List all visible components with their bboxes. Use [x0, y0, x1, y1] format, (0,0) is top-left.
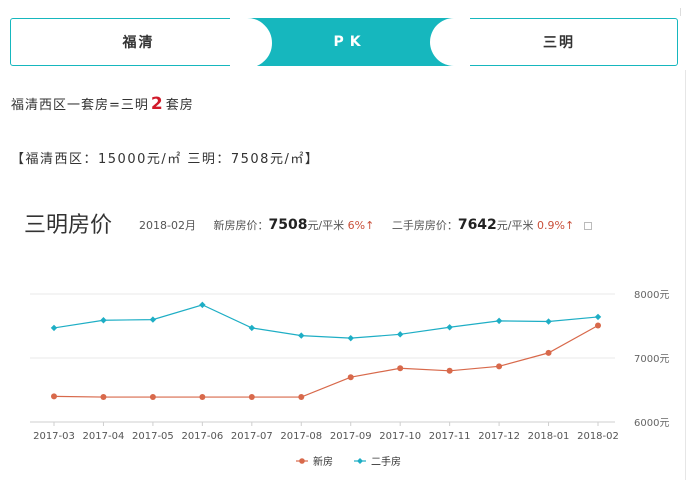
x-tick-label: 2017-06 — [181, 431, 223, 442]
data-point — [298, 332, 305, 339]
data-point — [397, 365, 404, 372]
comparison-count: 2 — [150, 94, 164, 114]
price-info-row: 2018-02月 新房房价：7508元/平米 6%↑ 二手房房价：7642元/平… — [139, 217, 592, 233]
comparison-prefix: 福清西区一套房=三明 — [11, 98, 149, 113]
x-tick-label: 2017-10 — [379, 431, 421, 442]
info-second-price: 7642 — [457, 217, 497, 233]
scrollbar-track[interactable] — [685, 70, 689, 480]
data-point — [446, 367, 453, 374]
info-second-unit: 元/平米 — [496, 219, 534, 232]
pk-city-right[interactable]: 三明 — [543, 35, 575, 51]
pk-label: PK — [230, 18, 470, 68]
x-tick-label: 2017-07 — [231, 431, 273, 442]
pk-city-left[interactable]: 福清 — [122, 35, 155, 51]
x-tick-label: 2017-04 — [83, 431, 125, 442]
comparison-suffix: 套房 — [165, 98, 194, 113]
info-new-change: 6%↑ — [347, 219, 375, 232]
price-summary: 【福清西区：15000元/㎡ 三明：7508元/㎡】 — [11, 152, 320, 167]
data-point — [100, 394, 107, 401]
data-point — [545, 318, 552, 325]
legend-label: 新房 — [313, 455, 333, 468]
data-point — [347, 374, 354, 381]
series-line-second — [53, 304, 599, 339]
y-tick-label: 7000元 — [634, 354, 669, 365]
x-tick-label: 2018-02 — [577, 431, 619, 442]
info-new-label: 新房房价： — [213, 219, 269, 232]
info-second-change: 0.9%↑ — [537, 219, 575, 232]
data-point — [51, 393, 57, 400]
data-point — [495, 317, 503, 325]
series-line-new — [53, 324, 599, 398]
x-tick-label: 2017-08 — [280, 431, 322, 442]
x-tick-label: 2017-09 — [330, 431, 372, 442]
data-point — [149, 394, 156, 401]
y-tick-label: 6000元 — [634, 418, 669, 429]
x-tick-label: 2017-11 — [429, 431, 471, 442]
checkbox-icon[interactable] — [583, 222, 592, 230]
pk-toggle-bar: 福清 PK 三明 — [10, 18, 678, 68]
data-point — [50, 324, 58, 332]
comparison-text: 福清西区一套房=三明 2 套房 — [11, 94, 194, 114]
data-point — [545, 349, 552, 356]
info-month: 2018-02月 — [139, 219, 196, 232]
legend-marker — [357, 458, 363, 464]
data-point — [496, 363, 503, 370]
data-point — [248, 394, 255, 401]
data-point — [298, 394, 305, 401]
y-tick-label: 8000元 — [634, 290, 669, 301]
data-point — [594, 313, 602, 321]
x-tick-label: 2017-12 — [478, 431, 520, 442]
data-point — [446, 324, 453, 331]
x-tick-label: 2017-03 — [33, 431, 75, 442]
data-point — [347, 334, 354, 342]
legend-marker — [299, 458, 305, 464]
x-tick-label: 2017-05 — [132, 431, 174, 442]
info-new-unit: 元/平米 — [307, 219, 345, 232]
data-point — [396, 331, 404, 338]
data-point — [595, 322, 601, 329]
x-tick-label: 2018-01 — [528, 431, 570, 442]
chart-title: 三明房价 — [24, 213, 113, 238]
info-new-price: 7508 — [268, 217, 308, 233]
data-point — [199, 301, 206, 309]
data-point — [248, 324, 256, 332]
data-point — [149, 316, 157, 323]
data-point — [199, 394, 206, 401]
scroll-top-indicator — [674, 8, 681, 16]
data-point — [100, 317, 107, 324]
legend-label: 二手房 — [371, 455, 401, 468]
info-second-label: 二手房房价： — [391, 219, 458, 232]
